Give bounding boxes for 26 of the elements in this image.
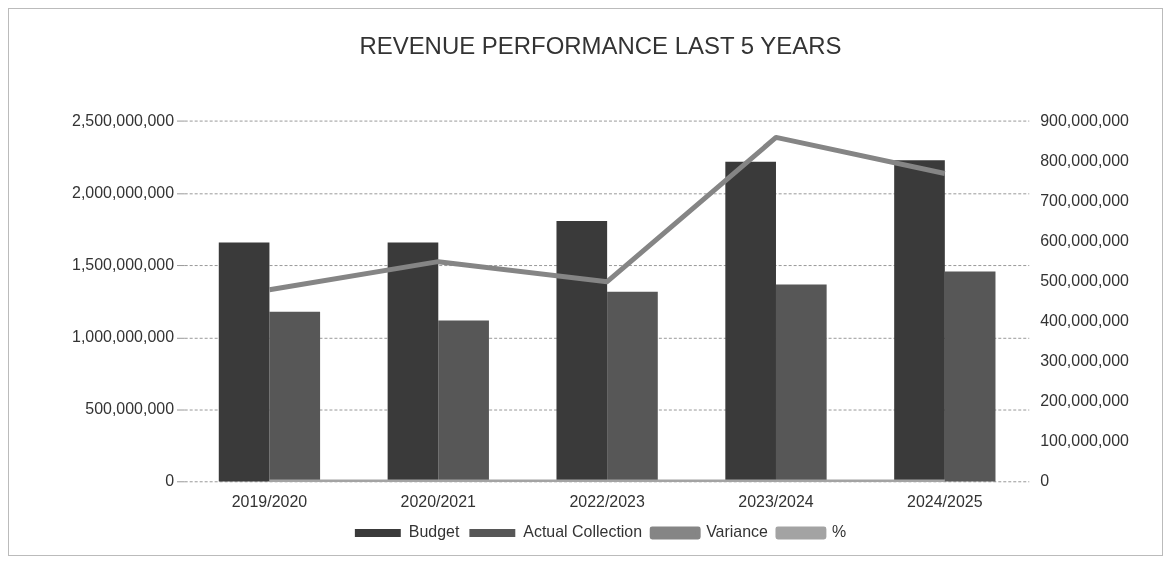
y-tick-label: 2,000,000,000 [72, 183, 175, 201]
y2-tick-label: 500,000,000 [1040, 272, 1130, 290]
y2-tick-label: 700,000,000 [1040, 191, 1130, 209]
y-tick-label: 1,500,000,000 [72, 256, 175, 274]
y2-tick-label: 400,000,000 [1040, 312, 1130, 330]
y2-tick-label: 100,000,000 [1040, 432, 1130, 450]
x-tick-label: 2023/2024 [738, 493, 814, 510]
legend-label: Budget [408, 523, 460, 541]
y-tick-label: 2,500,000,000 [72, 111, 175, 129]
y-tick-label: 500,000,000 [85, 400, 175, 418]
legend-label: Actual Collection [523, 523, 643, 541]
legend-label: % [831, 523, 847, 541]
y2-tick-label: 800,000,000 [1040, 151, 1130, 169]
legend-label: Variance [706, 523, 769, 541]
x-tick-label: 2019/2020 [231, 493, 308, 510]
chart-title: REVENUE PERFORMANCE LAST 5 YEARS [359, 31, 842, 59]
x-tick-label: 2020/2021 [400, 493, 477, 510]
y-tick-label: 1,000,000,000 [72, 328, 175, 346]
y-tick-label: 0 [165, 472, 175, 490]
y2-tick-label: 200,000,000 [1040, 392, 1130, 410]
x-tick-label: 2024/2025 [907, 493, 983, 510]
y2-tick-label: 300,000,000 [1040, 352, 1130, 370]
y2-tick-label: 900,000,000 [1040, 111, 1130, 129]
x-tick-label: 2022/2023 [569, 493, 645, 510]
y2-tick-label: 0 [1040, 472, 1050, 490]
y2-tick-label: 600,000,000 [1040, 232, 1130, 249]
